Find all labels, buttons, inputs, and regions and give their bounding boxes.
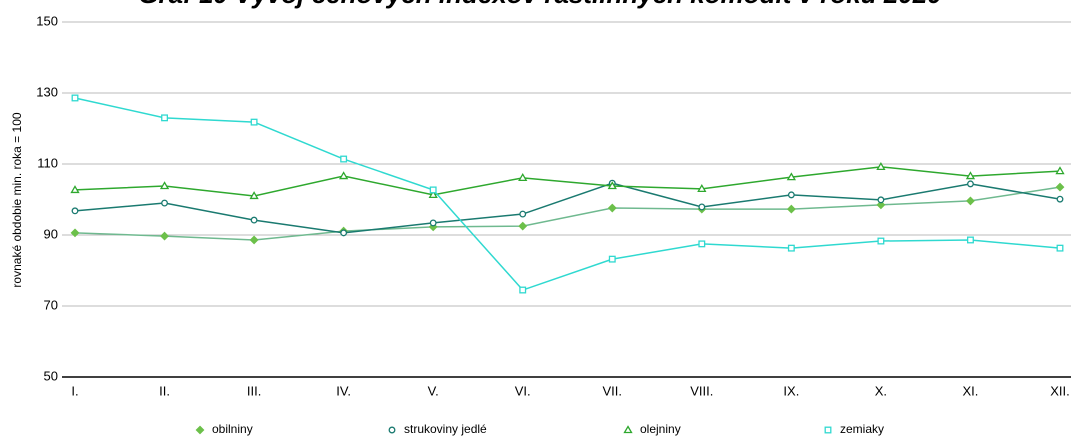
legend-marker xyxy=(195,425,205,435)
x-tick-label: VI. xyxy=(515,383,531,398)
data-point xyxy=(161,199,168,207)
data-point xyxy=(1055,182,1065,192)
y-tick-label: 90 xyxy=(44,226,58,241)
x-tick-label: VIII. xyxy=(690,383,713,398)
data-point xyxy=(518,221,528,231)
data-point xyxy=(249,235,259,245)
data-point xyxy=(250,118,258,126)
data-point xyxy=(71,94,79,102)
x-tick-label: I. xyxy=(71,383,78,398)
data-point xyxy=(698,203,706,211)
data-point xyxy=(697,184,707,193)
data-point xyxy=(787,244,795,252)
y-tick-label: 130 xyxy=(36,84,58,99)
data-point xyxy=(786,172,796,181)
data-point xyxy=(607,203,617,213)
legend-marker xyxy=(623,425,633,434)
data-point xyxy=(877,237,885,245)
data-point xyxy=(1055,166,1065,175)
data-point xyxy=(967,180,974,188)
legend-label: olejniny xyxy=(640,422,681,436)
legend-marker xyxy=(388,426,396,434)
legend-label: strukoviny jedlé xyxy=(404,422,487,436)
data-point xyxy=(519,286,527,294)
data-point xyxy=(519,210,527,218)
y-tick-label: 70 xyxy=(44,297,58,312)
x-tick-label: IV. xyxy=(336,383,351,398)
data-point xyxy=(340,155,348,163)
data-point xyxy=(428,190,438,199)
x-tick-label: X. xyxy=(875,383,887,398)
series-line xyxy=(74,166,1061,197)
chart-title: Graf 10 Vývoj cenových indexov rastlinný… xyxy=(138,0,942,9)
data-point xyxy=(876,162,886,170)
y-tick-label: 150 xyxy=(36,13,58,28)
data-point xyxy=(877,196,885,204)
data-point xyxy=(429,219,437,227)
x-tick-label: IX. xyxy=(783,383,799,398)
data-point xyxy=(161,114,168,122)
data-point xyxy=(340,229,348,237)
x-tick-label: III. xyxy=(247,383,261,398)
data-point xyxy=(159,181,170,190)
x-tick-label: VII. xyxy=(603,383,623,398)
data-point xyxy=(1056,244,1064,252)
data-point xyxy=(967,236,974,244)
series-line xyxy=(74,97,1061,291)
data-point xyxy=(518,173,528,181)
data-point xyxy=(250,216,258,224)
y-axis-label: rovnaké obdobie min. roka = 100 xyxy=(10,112,24,287)
y-tick-label: 110 xyxy=(37,155,58,170)
data-point xyxy=(966,196,975,206)
data-point xyxy=(786,204,796,214)
data-point xyxy=(607,181,617,190)
data-point xyxy=(70,185,80,194)
x-tick-label: II. xyxy=(159,383,170,398)
legend-label: zemiaky xyxy=(840,422,884,436)
data-point xyxy=(698,240,706,248)
data-point xyxy=(71,207,79,215)
legend-marker xyxy=(824,426,832,434)
series-line xyxy=(74,186,1061,241)
data-point xyxy=(160,231,169,241)
y-tick-label: 50 xyxy=(44,368,58,383)
data-point xyxy=(608,255,616,263)
series-line xyxy=(74,182,1061,234)
data-point xyxy=(429,186,437,194)
x-tick-label: XI. xyxy=(963,383,979,398)
legend-label: obilniny xyxy=(212,422,253,436)
data-point xyxy=(70,228,80,238)
data-point xyxy=(1056,195,1064,203)
data-point xyxy=(339,171,349,180)
data-point xyxy=(787,191,795,199)
data-point xyxy=(965,171,976,180)
data-point xyxy=(876,200,886,210)
x-tick-label: XII. xyxy=(1050,383,1070,398)
data-point xyxy=(249,191,259,200)
x-tick-label: V. xyxy=(428,383,439,398)
